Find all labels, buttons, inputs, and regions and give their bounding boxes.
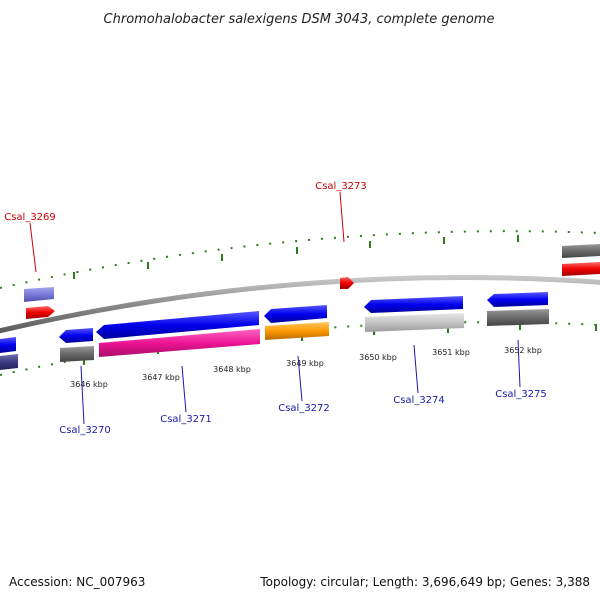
gene-labels: Csal_3269 Csal_3273 Csal_3270 Csal_3271 … bbox=[4, 181, 547, 436]
gene-csal-3275-arrow[interactable] bbox=[487, 292, 548, 307]
gene-csal-3269-arrow[interactable] bbox=[26, 306, 55, 319]
upper-strand-genes bbox=[24, 244, 600, 319]
gene-csal-3271-arrow[interactable] bbox=[96, 311, 259, 339]
gene-csal-3270-arrow[interactable] bbox=[59, 328, 93, 343]
gene-csal-3273-arrow[interactable] bbox=[340, 277, 354, 289]
tick-label-3651: 3651 kbp bbox=[432, 348, 470, 357]
gene-csal-3269-upper[interactable] bbox=[24, 287, 54, 302]
tick-label-3648: 3648 kbp bbox=[213, 365, 251, 374]
label-csal-3275[interactable]: Csal_3275 bbox=[495, 389, 547, 400]
label-leader-lines bbox=[29, 191, 521, 425]
accession-text: Accession: NC_007963 bbox=[9, 575, 145, 589]
gene-csal-3270-box[interactable] bbox=[60, 346, 94, 362]
gene-csal-3271-box[interactable] bbox=[99, 329, 260, 357]
label-csal-3271[interactable]: Csal_3271 bbox=[160, 414, 212, 425]
gene-right-upper-gray[interactable] bbox=[562, 244, 600, 258]
ruler-tick-labels: 3646 kbp 3647 kbp 3648 kbp 3649 kbp 3650… bbox=[70, 346, 542, 389]
gene-csal-3275-box[interactable] bbox=[487, 309, 549, 326]
label-csal-3272[interactable]: Csal_3272 bbox=[278, 403, 330, 414]
gene-left-edge-navy[interactable] bbox=[0, 354, 18, 370]
gene-csal-3274-box[interactable] bbox=[365, 313, 464, 332]
gene-csal-3272-arrow[interactable] bbox=[264, 305, 327, 323]
genome-backbone bbox=[0, 274, 600, 334]
gene-right-upper-red[interactable] bbox=[562, 262, 600, 276]
upper-major-ticks bbox=[73, 235, 519, 279]
gene-csal-3274-arrow[interactable] bbox=[364, 296, 463, 313]
tick-label-3646: 3646 kbp bbox=[70, 380, 108, 389]
label-csal-3270[interactable]: Csal_3270 bbox=[59, 425, 111, 436]
tick-label-3652: 3652 kbp bbox=[504, 346, 542, 355]
upper-tick-ruler bbox=[0, 230, 600, 289]
gene-csal-3272-box[interactable] bbox=[265, 322, 329, 340]
map-title: Chromohalobacter salexigens DSM 3043, co… bbox=[104, 12, 495, 27]
gene-left-edge-blue[interactable] bbox=[0, 337, 16, 353]
label-csal-3273[interactable]: Csal_3273 bbox=[315, 181, 367, 192]
genome-summary-text: Topology: circular; Length: 3,696,649 bp… bbox=[259, 575, 590, 589]
tick-label-3650: 3650 kbp bbox=[359, 353, 397, 362]
label-csal-3274[interactable]: Csal_3274 bbox=[393, 395, 445, 406]
tick-label-3649: 3649 kbp bbox=[286, 359, 324, 368]
tick-label-3647: 3647 kbp bbox=[142, 373, 180, 382]
lower-strand-genes bbox=[0, 292, 549, 370]
label-csal-3269[interactable]: Csal_3269 bbox=[4, 212, 56, 223]
